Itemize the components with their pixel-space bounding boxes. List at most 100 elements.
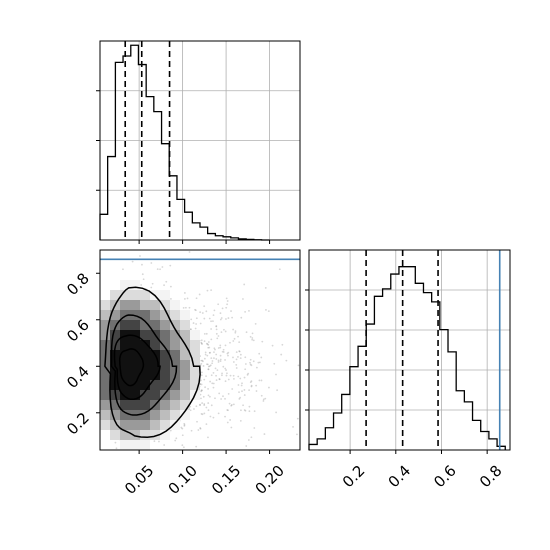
scatter-point [275,373,277,376]
scatter-plot-area [100,251,300,450]
scatter-point [210,357,213,360]
scatter-point [247,439,250,441]
scatter-contour-panel [96,249,301,454]
density-cell [110,290,120,300]
scatter-point [199,427,202,430]
scatter-point [215,374,217,377]
scatter-point [221,374,223,377]
scatter-point [218,378,221,380]
scatter-point [248,389,250,391]
density-cell [180,410,190,420]
scatter-point [201,389,203,392]
density-cell [120,410,130,420]
scatter-point [217,361,220,363]
scatter-point [210,338,213,341]
scatter-point [200,397,202,400]
scatter-point [200,383,203,386]
density-cell [140,370,150,380]
scatter-point [169,429,172,432]
scatter-point [260,394,263,397]
scatter-point [207,341,210,343]
scatter-point [296,417,299,420]
density-cell [170,320,180,330]
scatter-point [200,359,203,362]
scatter-point [253,427,256,429]
density-cell [110,430,120,440]
density-cell [140,300,150,310]
density-cell [120,360,130,370]
scatter-point [203,412,206,415]
scatter-point [226,372,228,375]
density-cell [160,380,170,390]
scatter-point [151,282,154,285]
density-cell [100,400,110,410]
density-cell [110,330,120,340]
density-cell [160,390,170,400]
scatter-point [226,303,229,306]
density-cell [140,310,150,320]
scatter-point [205,342,208,345]
scatter-point [175,437,178,440]
scatter-point [234,330,237,333]
scatter-point [229,374,232,377]
density-cell [180,330,190,340]
density-cell [160,410,170,420]
scatter-point [227,317,230,319]
scatter-point [207,394,210,397]
density-cell [130,430,140,440]
scatter-point [225,374,228,377]
scatter-point [235,363,238,366]
scatter-point [181,434,184,437]
density-cell [190,350,200,360]
scatter-point [249,358,252,361]
scatter-point [206,343,209,346]
scatter-point [225,318,227,320]
scatter-point [212,416,215,419]
scatter-point [204,386,207,389]
scatter-point [215,332,218,335]
density-cell [170,380,180,390]
density-cell [190,330,200,340]
scatter-point [215,325,218,328]
scatter-point [240,316,243,319]
scatter-point [261,340,264,343]
contour-level-3 [104,286,201,439]
scatter-point [232,403,235,406]
scatter-point [230,404,233,407]
scatter-point [182,446,185,449]
scatter-point [174,439,177,442]
scatter-point [292,425,294,428]
scatter-point [207,402,210,404]
scatter-point [250,436,253,439]
scatter-point [210,328,213,330]
scatter-point [221,372,223,375]
scatter-point [276,389,279,392]
scatter-point [239,353,242,356]
scatter-point [247,372,250,375]
scatter-point [209,364,212,367]
density-cell [110,420,120,430]
density-cell [150,310,160,320]
density-cell [150,370,160,380]
scatter-point [207,368,210,371]
density-cell [170,400,180,410]
density-cell [150,360,160,370]
scatter-point [221,307,224,310]
scatter-point [222,365,225,368]
scatter-point [158,440,160,443]
scatter-point [280,353,283,356]
density-cell [140,400,150,410]
scatter-point [233,377,235,380]
panel-frame [99,249,301,451]
scatter-point [150,262,153,264]
scatter-point [252,360,255,363]
scatter-point [205,406,208,409]
scatter-point [205,332,208,335]
scatter-point [227,378,230,381]
scatter-point [199,403,201,406]
density-cell [120,330,130,340]
density-cell [130,300,140,310]
density-cell [130,370,140,380]
scatter-point [227,351,230,354]
scatter-point [209,395,211,398]
